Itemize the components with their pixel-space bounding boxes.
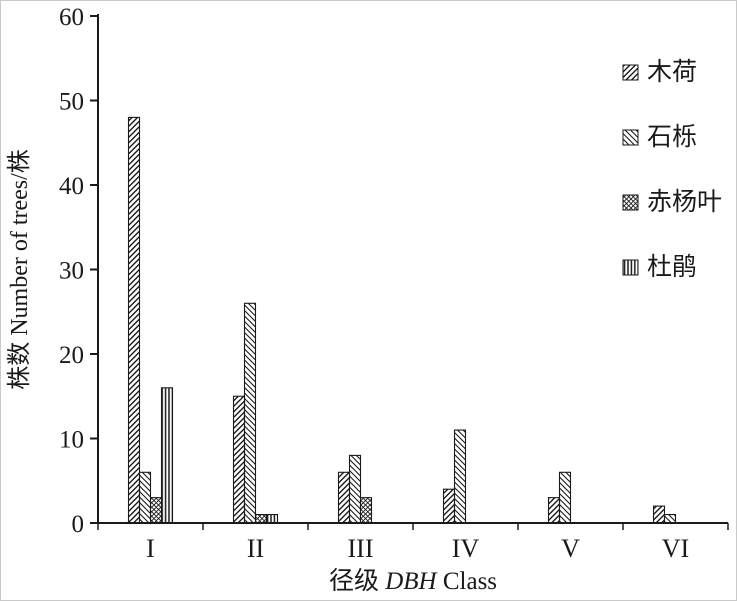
bar	[149, 497, 163, 524]
y-tick-label: 20	[59, 342, 84, 369]
bar	[254, 513, 268, 524]
category-label: VI	[662, 534, 689, 563]
legend-label: 石栎	[647, 123, 697, 151]
bar	[243, 302, 257, 524]
x-axis-title: 径级 DBH Class	[329, 567, 497, 595]
bar	[652, 505, 666, 524]
legend-label: 木荷	[647, 58, 697, 86]
y-tick-label: 30	[59, 258, 84, 285]
y-tick-label: 10	[59, 427, 84, 454]
bar	[265, 513, 279, 524]
bar	[558, 471, 572, 524]
legend-item: 木荷	[622, 58, 697, 86]
legend-item: 赤杨叶	[622, 188, 722, 216]
legend-item: 石栎	[622, 123, 697, 151]
bar	[359, 497, 373, 524]
bar	[232, 395, 246, 524]
y-axis-title: 株数 Number of trees/株	[6, 149, 33, 390]
bar	[442, 488, 456, 524]
legend-label: 杜鹃	[647, 253, 697, 281]
legend-swatch-icon	[622, 64, 639, 81]
category-label: IV	[452, 534, 480, 563]
bar	[547, 497, 561, 524]
category-label: II	[247, 534, 264, 563]
y-tick-label: 50	[59, 89, 84, 116]
y-tick-label: 40	[59, 173, 84, 200]
bar	[348, 454, 362, 524]
legend-swatch-icon	[622, 194, 639, 211]
bar	[663, 513, 677, 524]
bar	[453, 429, 467, 524]
category-label: I	[146, 534, 155, 563]
bar	[138, 471, 152, 524]
y-tick-label: 60	[59, 4, 84, 31]
legend-swatch-icon	[622, 129, 639, 146]
bar	[160, 387, 174, 524]
category-label: III	[348, 534, 374, 563]
legend-swatch-icon	[622, 259, 639, 276]
legend-item: 杜鹃	[622, 253, 697, 281]
bar	[127, 116, 141, 524]
y-tick-label: 0	[72, 511, 85, 538]
category-label: V	[561, 534, 580, 563]
legend-label: 赤杨叶	[647, 188, 722, 216]
bar	[337, 471, 351, 524]
